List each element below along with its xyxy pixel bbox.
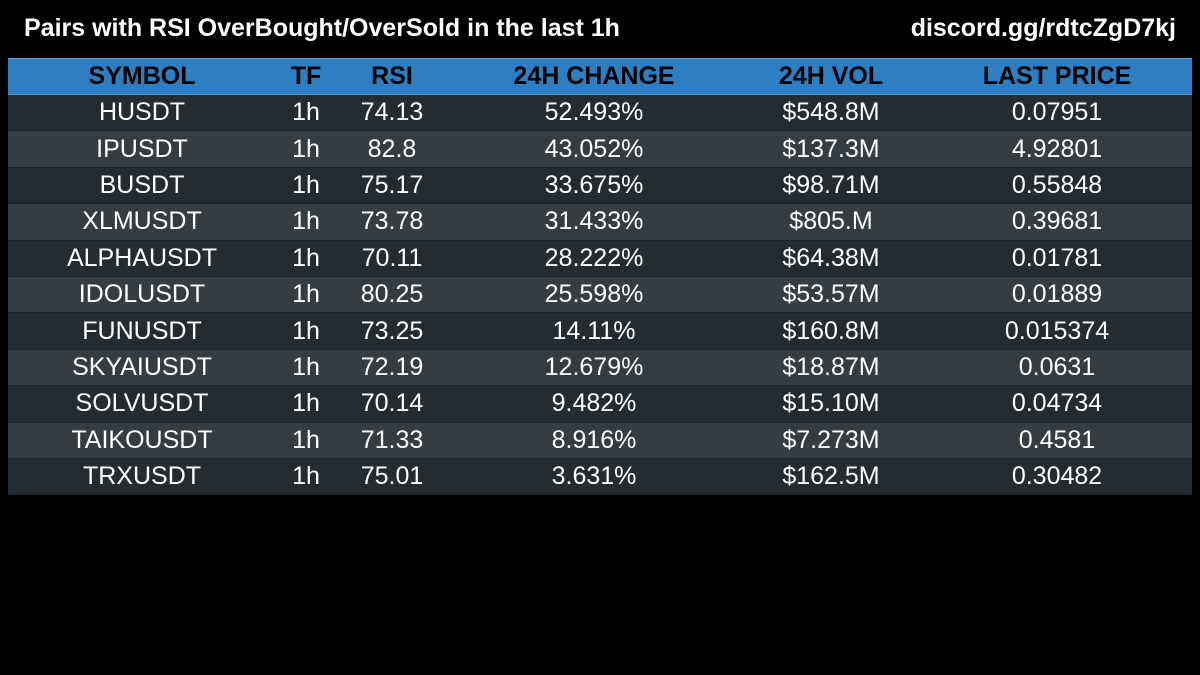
table-row: TRXUSDT 1h 75.01 3.631% $162.5M 0.30482: [8, 458, 1192, 496]
tf-cell: 1h: [292, 462, 320, 491]
table-row: FUNUSDT 1h 73.25 14.11% $160.8M 0.015374: [8, 313, 1192, 350]
change-cell: 14.11%: [552, 316, 636, 345]
volume-cell: $98.71M: [782, 170, 880, 199]
rsi-cell: 70.14: [360, 389, 424, 418]
volume-cell: $160.8M: [782, 316, 880, 345]
price-cell: 0.015374: [1004, 316, 1110, 345]
symbol-cell: TRXUSDT: [82, 462, 202, 491]
tf-cell: 1h: [292, 352, 320, 381]
table-row: XLMUSDT 1h 73.78 31.433% $805.M 0.39681: [8, 204, 1192, 241]
volume-cell: $548.8M: [782, 98, 880, 127]
symbol-cell: XLMUSDT: [82, 207, 202, 236]
volume-cell: $64.38M: [782, 243, 880, 272]
symbol-cell: HUSDT: [98, 98, 186, 127]
tf-cell: 1h: [292, 170, 320, 199]
table-row: TAIKOUSDT 1h 71.33 8.916% $7.273M 0.4581: [8, 422, 1192, 459]
price-cell: 0.0631: [1018, 352, 1096, 381]
price-cell: 0.01781: [1011, 243, 1103, 272]
column-header-24h-vol[interactable]: 24H VOL: [778, 62, 884, 90]
change-cell: 9.482%: [551, 389, 637, 418]
symbol-cell: SKYAIUSDT: [72, 352, 212, 381]
volume-cell: $137.3M: [782, 134, 880, 163]
table-row: SOLVUSDT 1h 70.14 9.482% $15.10M 0.04734: [8, 386, 1192, 423]
change-cell: 33.675%: [544, 170, 644, 199]
rsi-cell: 82.8: [367, 134, 417, 163]
tf-cell: 1h: [292, 280, 320, 309]
tf-cell: 1h: [292, 316, 320, 345]
price-cell: 0.39681: [1011, 207, 1103, 236]
page-title: Pairs with RSI OverBought/OverSold in th…: [24, 14, 620, 42]
change-cell: 8.916%: [551, 425, 637, 454]
column-header-tf[interactable]: TF: [290, 62, 322, 90]
tf-cell: 1h: [292, 98, 320, 127]
rsi-cell: 70.11: [361, 243, 423, 272]
symbol-cell: BUSDT: [99, 170, 185, 199]
rsi-cell: 73.78: [360, 207, 424, 236]
table-row: BUSDT 1h 75.17 33.675% $98.71M 0.55848: [8, 167, 1192, 205]
rsi-cell: 72.19: [360, 352, 424, 381]
change-cell: 43.052%: [544, 134, 644, 163]
rsi-cell: 73.25: [360, 316, 424, 345]
table-row: IDOLUSDT 1h 80.25 25.598% $53.57M 0.01889: [8, 276, 1192, 314]
tf-cell: 1h: [292, 243, 320, 272]
change-cell: 52.493%: [544, 98, 644, 127]
rsi-cell: 80.25: [360, 280, 424, 309]
table-header-row: SYMBOL TF RSI 24H CHANGE 24H VOL LAST PR…: [8, 58, 1192, 95]
price-cell: 0.01889: [1011, 280, 1103, 309]
price-cell: 0.4581: [1018, 425, 1096, 454]
volume-cell: $162.5M: [782, 462, 880, 491]
change-cell: 3.631%: [551, 462, 637, 491]
symbol-cell: FUNUSDT: [82, 316, 202, 345]
volume-cell: $805.M: [789, 207, 873, 236]
rsi-pairs-table: SYMBOL TF RSI 24H CHANGE 24H VOL LAST PR…: [8, 58, 1192, 496]
symbol-cell: ALPHAUSDT: [66, 243, 218, 272]
column-header-last-price[interactable]: LAST PRICE: [982, 62, 1132, 90]
change-cell: 31.433%: [544, 207, 644, 236]
price-cell: 0.30482: [1011, 462, 1103, 491]
table-row: HUSDT 1h 74.13 52.493% $548.8M 0.07951: [8, 95, 1192, 132]
rsi-cell: 75.01: [360, 462, 424, 491]
tf-cell: 1h: [292, 207, 320, 236]
column-header-rsi[interactable]: RSI: [371, 62, 413, 90]
table-row: ALPHAUSDT 1h 70.11 28.222% $64.38M 0.01781: [8, 240, 1192, 277]
price-cell: 0.07951: [1011, 98, 1103, 127]
volume-cell: $7.273M: [782, 425, 880, 454]
column-header-symbol[interactable]: SYMBOL: [88, 62, 196, 90]
volume-cell: $15.10M: [782, 389, 880, 418]
column-header-24h-change[interactable]: 24H CHANGE: [513, 62, 675, 90]
change-cell: 28.222%: [544, 243, 644, 272]
table-row: SKYAIUSDT 1h 72.19 12.679% $18.87M 0.0631: [8, 349, 1192, 387]
price-cell: 0.55848: [1011, 170, 1103, 199]
tf-cell: 1h: [292, 425, 320, 454]
change-cell: 25.598%: [544, 280, 644, 309]
symbol-cell: TAIKOUSDT: [71, 425, 213, 454]
discord-invite-link[interactable]: discord.gg/rdtcZgD7kj: [910, 14, 1176, 42]
table-body: HUSDT 1h 74.13 52.493% $548.8M 0.07951 IPUSDT 1…: [8, 95, 1192, 496]
change-cell: 12.679%: [544, 352, 644, 381]
price-cell: 4.92801: [1011, 134, 1103, 163]
tf-cell: 1h: [292, 134, 320, 163]
table-row: IPUSDT 1h 82.8 43.052% $137.3M 4.92801: [8, 131, 1192, 168]
price-cell: 0.04734: [1011, 389, 1103, 418]
symbol-cell: IPUSDT: [96, 134, 188, 163]
rsi-cell: 75.17: [360, 170, 424, 199]
volume-cell: $53.57M: [782, 280, 880, 309]
symbol-cell: SOLVUSDT: [75, 389, 209, 418]
symbol-cell: IDOLUSDT: [78, 280, 206, 309]
rsi-cell: 71.33: [360, 425, 424, 454]
tf-cell: 1h: [292, 389, 320, 418]
rsi-cell: 74.13: [360, 98, 424, 127]
volume-cell: $18.87M: [782, 352, 880, 381]
